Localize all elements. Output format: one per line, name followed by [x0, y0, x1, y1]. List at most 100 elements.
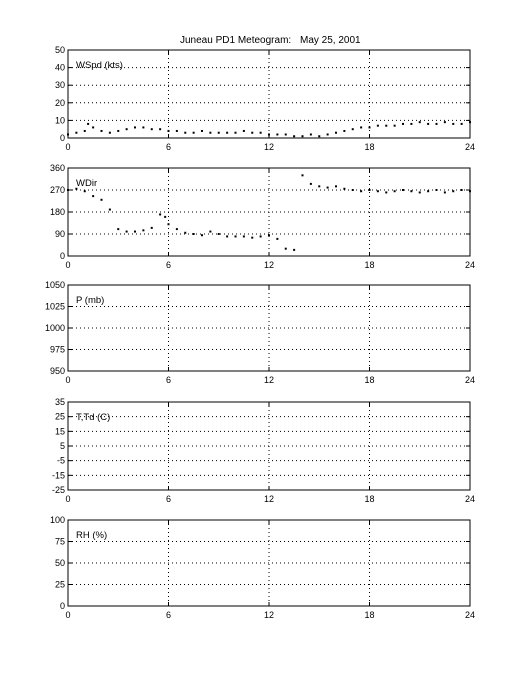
data-point	[435, 122, 438, 125]
data-point	[268, 133, 270, 136]
data-point	[108, 131, 111, 134]
data-point	[376, 124, 379, 127]
y-tick-label: -15	[52, 470, 65, 480]
data-point	[150, 128, 153, 131]
data-point	[117, 129, 120, 132]
data-point	[83, 129, 86, 132]
data-point	[268, 234, 270, 237]
data-point	[92, 126, 95, 129]
data-point	[393, 124, 396, 127]
x-tick-label: 0	[65, 375, 70, 385]
y-tick-label: 10	[55, 115, 65, 125]
data-point	[343, 129, 346, 132]
data-point	[385, 124, 388, 127]
data-point	[100, 129, 103, 132]
data-point	[276, 237, 279, 240]
data-point	[469, 121, 471, 124]
x-tick-label: 24	[465, 375, 475, 385]
x-tick-label: 18	[364, 260, 374, 270]
data-point	[410, 190, 413, 193]
data-point	[242, 129, 245, 132]
data-point	[159, 213, 162, 216]
y-tick-label: 180	[50, 207, 65, 217]
data-point	[326, 186, 329, 189]
panel-2: 0 6 12 18 24 950 975 1000 1025 1050 P (mb)	[45, 280, 475, 385]
data-point	[251, 236, 254, 239]
data-point	[309, 182, 312, 185]
data-point	[368, 189, 371, 191]
y-tick-label: 360	[50, 163, 65, 173]
data-point	[452, 190, 455, 193]
data-point	[184, 231, 187, 234]
data-point	[201, 129, 203, 132]
data-point	[217, 233, 220, 235]
data-point	[134, 230, 136, 233]
data-point	[83, 190, 86, 193]
data-point	[469, 190, 471, 193]
data-point	[87, 122, 90, 125]
y-tick-label: 35	[55, 397, 65, 407]
x-tick-label: 18	[364, 494, 374, 504]
data-point	[209, 131, 212, 134]
data-point	[460, 189, 463, 191]
data-point	[410, 122, 413, 125]
data-point	[175, 228, 178, 231]
x-tick-label: 6	[166, 375, 171, 385]
data-point	[318, 135, 321, 138]
data-point	[276, 133, 279, 136]
data-point	[259, 131, 262, 134]
data-point	[368, 126, 371, 129]
panel-label: WSpd (kts)	[76, 60, 123, 71]
panel-4: 0 6 12 18 24 0 25 50 75 100 RH (%)	[50, 515, 475, 620]
data-point	[67, 133, 69, 136]
data-point	[117, 228, 120, 231]
panel-3: 0 6 12 18 24 -25 -15 -5 5 15 25 35 T,Td (C)	[52, 397, 475, 504]
data-point	[418, 191, 421, 194]
y-tick-label: -5	[57, 456, 65, 466]
x-tick-label: 12	[264, 494, 274, 504]
data-point	[75, 187, 78, 190]
x-tick-label: 12	[264, 610, 274, 620]
data-point	[360, 126, 363, 129]
data-point	[309, 133, 312, 136]
data-point	[301, 135, 304, 138]
panel-label: RH (%)	[76, 530, 107, 541]
y-tick-label: 50	[55, 558, 65, 568]
x-tick-label: 12	[264, 260, 274, 270]
y-tick-label: 75	[55, 537, 65, 547]
x-tick-label: 0	[65, 494, 70, 504]
y-tick-label: 1000	[45, 323, 65, 333]
data-point	[251, 131, 254, 134]
x-tick-label: 24	[465, 610, 475, 620]
data-point	[75, 131, 78, 134]
panel-label: WDir	[76, 178, 97, 189]
y-tick-label: 30	[55, 80, 65, 90]
data-point	[125, 128, 128, 131]
y-tick-label: 0	[60, 133, 65, 143]
y-tick-label: 90	[55, 229, 65, 239]
x-tick-label: 6	[166, 260, 171, 270]
data-point	[175, 129, 178, 132]
x-tick-label: 6	[166, 142, 171, 152]
data-point	[164, 215, 167, 218]
y-tick-label: -25	[52, 485, 65, 495]
data-point	[142, 229, 145, 232]
data-point	[335, 131, 337, 134]
data-point	[351, 128, 354, 131]
data-point	[167, 129, 170, 132]
data-point	[393, 190, 396, 193]
y-tick-label: 270	[50, 185, 65, 195]
y-tick-label: 975	[50, 345, 65, 355]
x-tick-label: 24	[465, 494, 475, 504]
x-tick-label: 24	[465, 142, 475, 152]
data-point	[226, 235, 229, 238]
x-tick-label: 18	[364, 610, 374, 620]
data-point	[293, 248, 296, 251]
data-point	[125, 230, 128, 233]
x-tick-label: 24	[465, 260, 475, 270]
data-point	[385, 191, 388, 194]
data-point	[192, 233, 195, 235]
x-tick-label: 18	[364, 375, 374, 385]
